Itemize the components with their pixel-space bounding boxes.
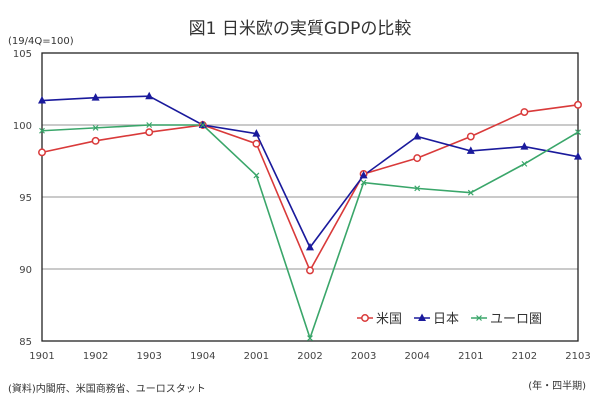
series-line bbox=[41, 95, 579, 249]
marker-circle bbox=[466, 132, 475, 141]
marker-x bbox=[414, 185, 421, 192]
marker-triangle bbox=[413, 132, 422, 140]
chart-title: 図1 日米欧の実質GDPの比較 bbox=[188, 19, 412, 39]
marker-circle bbox=[91, 136, 100, 145]
marker-triangle bbox=[91, 93, 100, 101]
x-tick-label: 1902 bbox=[83, 351, 108, 362]
marker-circle bbox=[413, 154, 422, 163]
x-tick-label: 1903 bbox=[136, 351, 161, 362]
marker-x bbox=[575, 129, 581, 136]
plot-frame bbox=[41, 52, 579, 342]
y-tick-label: 105 bbox=[13, 49, 32, 60]
y-tick-label: 85 bbox=[19, 337, 32, 348]
marker-triangle bbox=[145, 91, 154, 100]
x-tick-label: 1904 bbox=[190, 351, 215, 362]
marker-x bbox=[92, 124, 99, 131]
marker-x bbox=[307, 335, 313, 342]
marker-circle bbox=[145, 128, 154, 137]
source-note: (資料)内閣府、米国商務省、ユーロスタット bbox=[8, 384, 206, 395]
marker-triangle bbox=[418, 313, 427, 321]
x-axis-unit: (年・四半期) bbox=[528, 381, 586, 392]
marker-circle bbox=[520, 108, 529, 116]
x-tick-label: 2103 bbox=[565, 351, 590, 362]
marker-triangle bbox=[252, 129, 261, 137]
x-tick-label: 2003 bbox=[351, 351, 376, 362]
marker-circle bbox=[252, 139, 261, 148]
legend-label: 米国 bbox=[376, 312, 402, 327]
marker-circle bbox=[574, 100, 582, 109]
marker-x bbox=[199, 122, 206, 128]
marker-x bbox=[467, 189, 474, 196]
y-tick-label: 90 bbox=[19, 265, 32, 276]
marker-x bbox=[253, 172, 260, 179]
marker-triangle bbox=[306, 242, 314, 251]
marker-circle bbox=[38, 148, 46, 157]
series-line bbox=[41, 124, 579, 341]
marker-x bbox=[476, 315, 482, 321]
y-tick-label: 100 bbox=[13, 121, 32, 132]
x-tick-label: 2102 bbox=[512, 351, 537, 362]
marker-triangle bbox=[38, 96, 46, 104]
x-tick-label: 1901 bbox=[29, 351, 54, 362]
marker-triangle bbox=[520, 142, 529, 150]
marker-x bbox=[360, 179, 367, 186]
marker-circle bbox=[306, 266, 314, 275]
x-tick-label: 2004 bbox=[404, 351, 429, 362]
x-tick-label: 2002 bbox=[297, 351, 322, 362]
marker-x bbox=[39, 127, 45, 134]
y-tick-label: 95 bbox=[19, 193, 32, 204]
legend-label: ユーロ圏 bbox=[490, 312, 542, 327]
y-axis-unit: (19/4Q=100) bbox=[8, 36, 74, 47]
x-tick-label: 2101 bbox=[458, 351, 483, 362]
marker-x bbox=[146, 122, 153, 128]
marker-circle bbox=[361, 314, 369, 322]
x-tick-label: 2001 bbox=[244, 351, 269, 362]
marker-triangle bbox=[466, 146, 475, 154]
legend-label: 日本 bbox=[433, 312, 459, 327]
marker-triangle bbox=[574, 152, 582, 160]
marker-triangle bbox=[359, 170, 368, 179]
marker-x bbox=[521, 160, 528, 167]
